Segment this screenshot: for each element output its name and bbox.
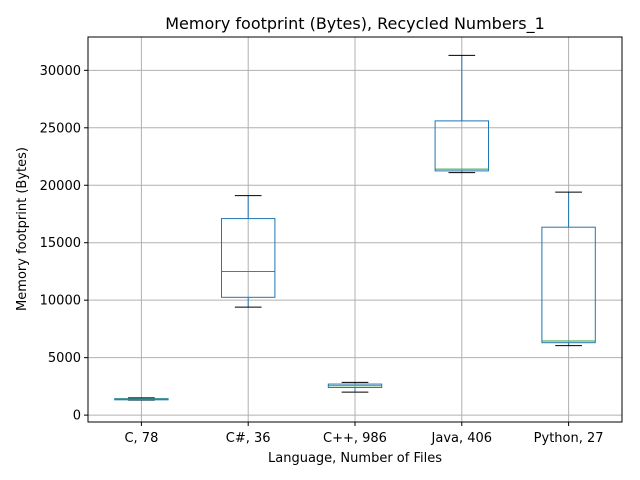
y-tick-label: 30000 bbox=[40, 64, 81, 79]
box-plots bbox=[114, 54, 596, 401]
box-plot bbox=[327, 381, 383, 393]
x-tick-label: Java, 406 bbox=[431, 431, 493, 446]
y-tick-label: 10000 bbox=[40, 294, 81, 309]
y-axis-label: Memory footprint (Bytes) bbox=[15, 147, 30, 311]
y-tick-label: 20000 bbox=[40, 179, 81, 194]
y-tick-label: 15000 bbox=[40, 236, 81, 251]
box-iqr bbox=[434, 120, 490, 172]
x-tick-label: C#, 36 bbox=[226, 431, 271, 446]
box-plot bbox=[434, 54, 490, 174]
y-tick-label: 0 bbox=[73, 409, 81, 424]
y-tick-label: 25000 bbox=[40, 121, 81, 136]
box-plot bbox=[541, 191, 596, 347]
chart-title: Memory footprint (Bytes), Recycled Numbe… bbox=[165, 14, 545, 34]
x-axis-ticks: C, 78 C#, 36 C++, 986 Java, 406 Python, 27 bbox=[124, 422, 604, 446]
x-tick-label: C, 78 bbox=[124, 431, 158, 446]
box-plot bbox=[221, 195, 276, 308]
box-iqr bbox=[221, 218, 276, 298]
x-tick-label: Python, 27 bbox=[534, 431, 604, 446]
box-plot bbox=[114, 397, 169, 401]
x-axis-label: Language, Number of Files bbox=[268, 451, 442, 466]
y-axis-ticks: 0 5000 10000 15000 20000 25000 30000 bbox=[40, 64, 88, 424]
box-iqr bbox=[541, 226, 596, 344]
y-tick-label: 5000 bbox=[48, 351, 81, 366]
x-tick-label: C++, 986 bbox=[323, 431, 387, 446]
